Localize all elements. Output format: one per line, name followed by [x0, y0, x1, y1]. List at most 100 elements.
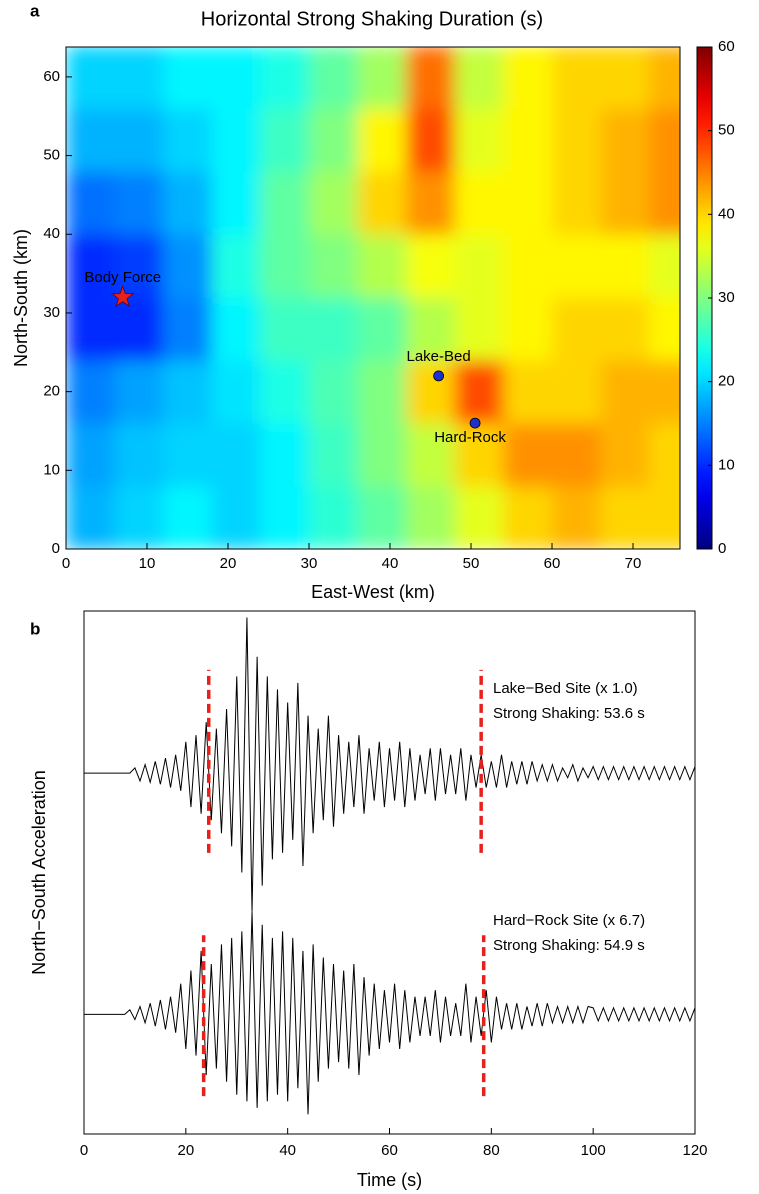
y-tick-label: 0 — [52, 540, 60, 557]
heat-cell — [163, 234, 213, 298]
heat-cell — [309, 171, 359, 235]
heat-cell — [552, 297, 602, 361]
heat-cell — [406, 47, 456, 109]
x-axis-label: Time (s) — [357, 1170, 422, 1190]
heat-cell — [260, 108, 310, 172]
heat-cell — [600, 360, 650, 424]
heat-cell — [552, 171, 602, 235]
series-label: Hard−Rock Site (x 6.7) — [493, 912, 645, 929]
heat-cell — [649, 171, 680, 235]
heat-cell — [211, 297, 261, 361]
heat-cell — [163, 171, 213, 235]
heat-cell — [260, 486, 310, 549]
point-marker — [111, 284, 135, 308]
point-marker — [433, 370, 445, 382]
heat-cell — [357, 297, 407, 361]
waveform — [84, 911, 695, 1115]
heat-cell — [600, 423, 650, 487]
chart-title: Horizontal Strong Shaking Duration (s) — [201, 8, 543, 30]
heat-cell — [600, 486, 650, 549]
heat-cell — [649, 486, 680, 549]
heat-cell — [357, 486, 407, 549]
heat-cell — [260, 171, 310, 235]
x-tick-label: 0 — [80, 1142, 88, 1159]
colorbar-tick-label: 30 — [718, 289, 735, 306]
heat-cell — [211, 108, 261, 172]
heat-cell — [649, 360, 680, 424]
series-annotation: Strong Shaking: 53.6 s — [493, 705, 645, 722]
heat-cell — [260, 234, 310, 298]
heat-cell — [454, 234, 504, 298]
heat-cell — [454, 297, 504, 361]
heat-cell — [163, 486, 213, 549]
heat-cell — [406, 423, 456, 487]
heat-cell — [211, 360, 261, 424]
heat-cell — [309, 486, 359, 549]
y-tick-label: 60 — [43, 68, 60, 85]
heat-cell — [600, 297, 650, 361]
plot-area — [84, 617, 695, 1115]
heat-cell — [66, 108, 116, 172]
heat-cell — [260, 47, 310, 109]
colorbar-tick-label: 40 — [718, 205, 735, 222]
y-tick-label: 10 — [43, 461, 60, 478]
heat-cell — [552, 47, 602, 109]
x-tick-label: 50 — [463, 555, 480, 572]
heat-cell — [600, 234, 650, 298]
heat-cell — [66, 423, 116, 487]
x-tick-label: 120 — [682, 1142, 707, 1159]
heat-cell — [600, 171, 650, 235]
heat-cell — [114, 47, 164, 109]
x-tick-label: 40 — [279, 1142, 296, 1159]
heat-cell — [309, 297, 359, 361]
heat-cell — [406, 486, 456, 549]
heat-cell — [163, 297, 213, 361]
heat-cell — [309, 423, 359, 487]
heat-cell — [309, 360, 359, 424]
heat-cell — [552, 423, 602, 487]
heat-cell — [552, 486, 602, 549]
heat-cell — [649, 234, 680, 298]
heat-cell — [114, 171, 164, 235]
plot-frame — [65, 46, 681, 550]
heat-cell — [600, 108, 650, 172]
heat-cell — [649, 297, 680, 361]
heat-cell — [454, 486, 504, 549]
heat-cell — [66, 47, 116, 109]
heat-cell — [454, 47, 504, 109]
panel-label: b — [30, 619, 40, 638]
heat-cell — [503, 297, 553, 361]
heat-cell — [114, 423, 164, 487]
heat-cell — [406, 234, 456, 298]
heat-cell — [552, 234, 602, 298]
heat-cell — [309, 108, 359, 172]
heat-cell — [309, 234, 359, 298]
panel-label: a — [30, 1, 40, 20]
y-tick-label: 20 — [43, 383, 60, 400]
heat-cell — [211, 423, 261, 487]
x-tick-label: 100 — [581, 1142, 606, 1159]
heat-cell — [406, 297, 456, 361]
heat-cell — [211, 47, 261, 109]
heat-cell — [66, 360, 116, 424]
heatmap-cells — [66, 47, 680, 549]
heat-cell — [503, 171, 553, 235]
heat-cell — [260, 297, 310, 361]
heat-cell — [503, 234, 553, 298]
point-marker — [469, 417, 481, 429]
x-tick-label: 0 — [62, 555, 70, 572]
series-annotation: Strong Shaking: 54.9 s — [493, 937, 645, 954]
y-axis-label: North−South Acceleration — [29, 770, 49, 975]
colorbar-tick-label: 20 — [718, 373, 735, 390]
heat-cell — [357, 47, 407, 109]
heatmap — [66, 47, 680, 549]
y-tick-label: 30 — [43, 304, 60, 321]
heat-cell — [406, 171, 456, 235]
colorbar-tick-label: 0 — [718, 540, 726, 557]
point-label: Hard-Rock — [434, 429, 506, 446]
heat-cell — [503, 47, 553, 109]
heat-cell — [406, 108, 456, 172]
heat-cell — [552, 360, 602, 424]
heat-cell — [260, 360, 310, 424]
